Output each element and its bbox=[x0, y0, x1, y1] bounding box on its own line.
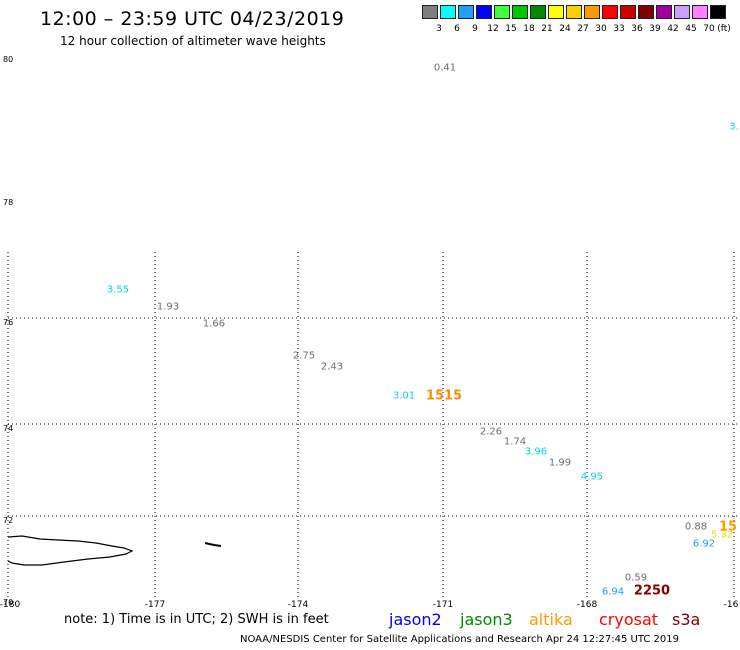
wave-height-label: 1515 bbox=[425, 388, 463, 404]
legend-swatch bbox=[638, 5, 654, 19]
legend-swatch bbox=[422, 5, 438, 19]
latitude-label: 72 bbox=[3, 516, 14, 525]
legend-tick-label: 42 bbox=[667, 24, 679, 34]
legend-swatch bbox=[566, 5, 582, 19]
legend-swatch bbox=[692, 5, 708, 19]
wave-height-label: 0.41 bbox=[433, 62, 457, 74]
legend-tick-label: 24 bbox=[559, 24, 571, 34]
map-subtitle: 12 hour collection of altimeter wave hei… bbox=[60, 34, 326, 48]
legend-tick-label: 45 bbox=[685, 24, 697, 34]
latitude-label: 74 bbox=[3, 424, 14, 433]
legend-tick-label: 6 bbox=[454, 24, 460, 34]
satellite-legend-item: cryosat bbox=[599, 610, 659, 629]
longitude-label: -16 bbox=[723, 600, 739, 610]
longitude-label: -180 bbox=[0, 600, 21, 610]
legend-swatch bbox=[710, 5, 726, 19]
coastline-island bbox=[204, 542, 222, 547]
legend-tick-label: 3 bbox=[436, 24, 442, 34]
wave-height-label: 2.43 bbox=[320, 361, 344, 373]
coastline-landmass bbox=[7, 535, 134, 566]
wave-height-label: 3.01 bbox=[392, 390, 416, 402]
wave-height-label: 6.94 bbox=[601, 586, 625, 598]
legend-swatch bbox=[458, 5, 474, 19]
wave-height-label: 5.32 bbox=[710, 529, 734, 541]
legend-swatch bbox=[440, 5, 456, 19]
legend-tick-label: 15 bbox=[505, 24, 517, 34]
wave-height-label: 15 bbox=[718, 519, 738, 535]
longitude-label: -168 bbox=[576, 600, 598, 610]
legend-swatch bbox=[620, 5, 636, 19]
latitude-label: 78 bbox=[3, 198, 14, 207]
wave-height-label: 1.66 bbox=[202, 318, 226, 330]
wave-height-label: 4.95 bbox=[580, 471, 604, 483]
wave-height-label: 6.92 bbox=[692, 538, 716, 550]
wave-height-label: 0.88 bbox=[684, 521, 708, 533]
latitude-label: 80 bbox=[3, 55, 14, 64]
legend-swatch bbox=[530, 5, 546, 19]
wave-height-label: 3.96 bbox=[524, 446, 548, 458]
wave-height-label: 3.55 bbox=[106, 284, 130, 296]
legend-tick-label: 30 bbox=[595, 24, 607, 34]
legend-tick-label: 12 bbox=[487, 24, 499, 34]
wave-height-label: 1.93 bbox=[156, 301, 180, 313]
map-graticule bbox=[7, 252, 740, 598]
wave-height-label: 3. bbox=[729, 121, 739, 133]
satellite-legend-item: s3a bbox=[672, 610, 701, 629]
legend-swatch bbox=[656, 5, 672, 19]
wave-height-label: 0.59 bbox=[624, 572, 648, 584]
legend-tick-label: 36 bbox=[631, 24, 643, 34]
map-title: 12:00 – 23:59 UTC 04/23/2019 bbox=[40, 8, 345, 30]
legend-swatch bbox=[548, 5, 564, 19]
units-note: note: 1) Time is in UTC; 2) SWH is in fe… bbox=[64, 612, 329, 627]
legend-tick-label: 39 bbox=[649, 24, 661, 34]
wave-height-label: 2.26 bbox=[479, 426, 503, 438]
legend-swatch bbox=[476, 5, 492, 19]
legend-tick-label: 9 bbox=[472, 24, 478, 34]
wave-height-label: 1.99 bbox=[548, 457, 572, 469]
satellite-legend-item: jason3 bbox=[460, 610, 513, 629]
longitude-label: -177 bbox=[144, 600, 166, 610]
latitude-label: 76 bbox=[3, 318, 14, 327]
credit-line: NOAA/NESDIS Center for Satellite Applica… bbox=[240, 634, 679, 645]
legend-tick-label: 27 bbox=[577, 24, 589, 34]
wave-height-label: 2250 bbox=[633, 583, 671, 599]
latitude-label: 70 bbox=[3, 598, 14, 607]
legend-swatch bbox=[512, 5, 528, 19]
legend-unit-label: (ft) bbox=[717, 24, 731, 34]
legend-tick-label: 33 bbox=[613, 24, 625, 34]
satellite-legend-item: altika bbox=[529, 610, 573, 629]
wave-height-label: 1.74 bbox=[503, 436, 527, 448]
legend-tick-label: 21 bbox=[541, 24, 553, 34]
legend-swatch bbox=[602, 5, 618, 19]
legend-swatch bbox=[674, 5, 690, 19]
legend-swatch bbox=[494, 5, 510, 19]
satellite-legend-item: jason2 bbox=[389, 610, 442, 629]
longitude-label: -174 bbox=[287, 600, 309, 610]
legend-swatch bbox=[584, 5, 600, 19]
legend-tick-label: 70 bbox=[703, 24, 715, 34]
longitude-label: -171 bbox=[432, 600, 454, 610]
wave-height-label: 2.75 bbox=[292, 350, 316, 362]
legend-tick-label: 18 bbox=[523, 24, 535, 34]
